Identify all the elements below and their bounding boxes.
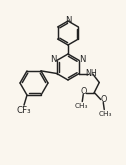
Text: O: O [80,87,86,97]
Text: CH₃: CH₃ [74,103,88,110]
Text: CH₃: CH₃ [99,112,112,117]
Text: CF₃: CF₃ [17,106,31,115]
Text: N: N [80,55,86,65]
Text: NH: NH [85,68,97,78]
Text: N: N [50,55,56,65]
Text: N: N [65,16,71,25]
Text: O: O [100,96,106,104]
